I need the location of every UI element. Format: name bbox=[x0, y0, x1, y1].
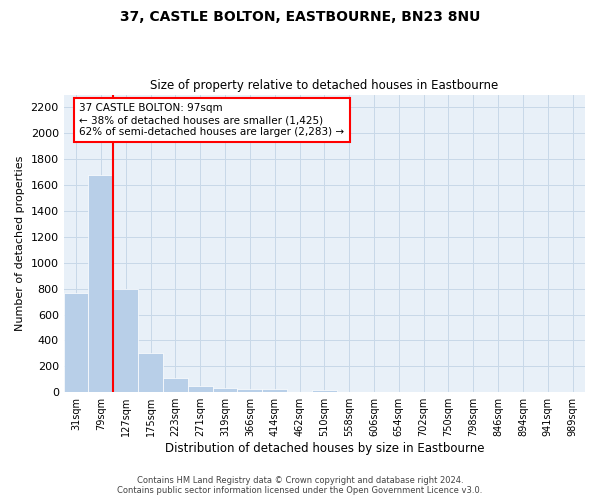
Bar bbox=[138, 354, 163, 392]
Bar bbox=[64, 292, 88, 392]
Y-axis label: Number of detached properties: Number of detached properties bbox=[15, 156, 25, 331]
Text: Contains HM Land Registry data © Crown copyright and database right 2024.
Contai: Contains HM Land Registry data © Crown c… bbox=[118, 476, 482, 495]
Text: 37, CASTLE BOLTON, EASTBOURNE, BN23 8NU: 37, CASTLE BOLTON, EASTBOURNE, BN23 8NU bbox=[120, 10, 480, 24]
Bar bbox=[163, 378, 188, 392]
X-axis label: Distribution of detached houses by size in Eastbourne: Distribution of detached houses by size … bbox=[164, 442, 484, 455]
Bar bbox=[238, 388, 262, 392]
Bar bbox=[312, 390, 337, 392]
Bar bbox=[262, 390, 287, 392]
Bar bbox=[188, 386, 212, 392]
Bar bbox=[88, 175, 113, 392]
Title: Size of property relative to detached houses in Eastbourne: Size of property relative to detached ho… bbox=[150, 79, 499, 92]
Bar bbox=[113, 290, 138, 392]
Bar bbox=[212, 388, 238, 392]
Text: 37 CASTLE BOLTON: 97sqm
← 38% of detached houses are smaller (1,425)
62% of semi: 37 CASTLE BOLTON: 97sqm ← 38% of detache… bbox=[79, 104, 344, 136]
